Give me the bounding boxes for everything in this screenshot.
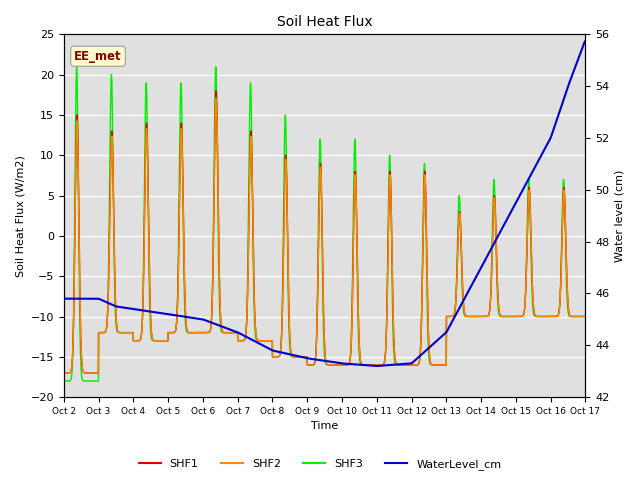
Title: Soil Heat Flux: Soil Heat Flux xyxy=(277,15,372,29)
Text: EE_met: EE_met xyxy=(74,50,122,63)
Y-axis label: Water level (cm): Water level (cm) xyxy=(615,169,625,262)
Legend: SHF1, SHF2, SHF3, WaterLevel_cm: SHF1, SHF2, SHF3, WaterLevel_cm xyxy=(134,455,506,474)
X-axis label: Time: Time xyxy=(311,421,339,432)
Y-axis label: Soil Heat Flux (W/m2): Soil Heat Flux (W/m2) xyxy=(15,155,25,276)
